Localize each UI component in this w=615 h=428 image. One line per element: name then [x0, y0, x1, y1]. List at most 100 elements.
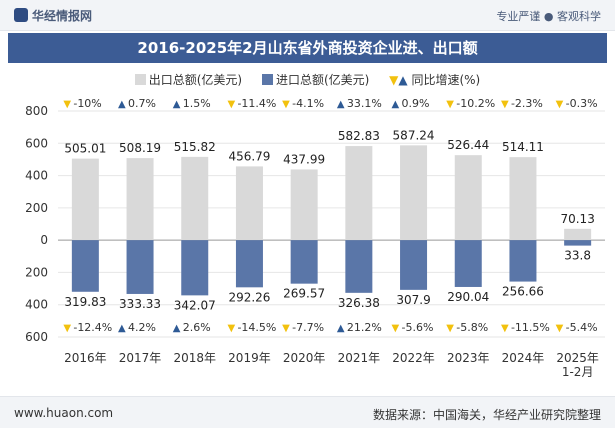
import-yoy-label: -11.5%	[511, 321, 550, 334]
import-value-label: 307.9	[396, 293, 430, 307]
yoy-down-icon: ▼	[282, 323, 290, 334]
yoy-up-icon: ▲	[337, 99, 345, 110]
import-value-label: 292.26	[228, 290, 270, 304]
import-yoy-label: 4.2%	[128, 321, 156, 334]
export-bar	[290, 169, 318, 241]
yoy-up-icon: ▲	[173, 99, 181, 110]
legend-label-export: 出口总额(亿美元)	[148, 73, 243, 87]
chart-legend: 出口总额(亿美元) 进口总额(亿美元) ▼▲ 同比增速(%)	[0, 71, 615, 88]
export-yoy-label: -0.3%	[566, 97, 598, 110]
x-tick-label: 2021年	[338, 351, 381, 365]
yoy-up-icon: ▲	[118, 323, 126, 334]
export-yoy-label: 1.5%	[183, 97, 211, 110]
legend-label-yoy: 同比增速(%)	[411, 73, 481, 87]
import-value-label: 342.07	[174, 298, 216, 312]
import-yoy-label: -5.8%	[456, 321, 488, 334]
export-value-label: 514.11	[502, 140, 544, 154]
export-bar	[126, 158, 154, 241]
import-value-label: 269.57	[283, 287, 325, 301]
import-value-label: 326.38	[338, 296, 380, 310]
import-yoy-label: -12.4%	[73, 321, 112, 334]
y-tick-label: 600	[25, 136, 48, 150]
yoy-down-icon: ▼	[392, 323, 400, 334]
y-tick-label: 200	[25, 265, 48, 279]
y-tick-label: 200	[25, 201, 48, 215]
import-value-label: 256.66	[502, 285, 544, 299]
import-yoy-label: 2.6%	[183, 321, 211, 334]
x-tick-label: 2017年	[119, 351, 162, 365]
import-bar	[181, 240, 209, 296]
import-yoy-label: -14.5%	[237, 321, 276, 334]
export-bar	[454, 155, 482, 241]
import-bar	[400, 240, 428, 290]
x-tick-label: 2019年	[228, 351, 271, 365]
import-yoy-label: -5.4%	[566, 321, 598, 334]
x-tick-label: 2025年	[556, 351, 599, 365]
export-bar	[345, 146, 373, 241]
import-value-label: 290.04	[447, 290, 489, 304]
import-bar	[126, 240, 154, 294]
export-yoy-label: 0.7%	[128, 97, 156, 110]
import-bar	[71, 240, 99, 292]
legend-label-import: 进口总额(亿美元)	[275, 73, 370, 87]
export-bar	[400, 145, 428, 241]
top-bar: 华经情报网 专业严谨 ● 客观科学	[0, 0, 615, 31]
export-value-label: 526.44	[447, 138, 489, 152]
chart-title: 2016-2025年2月山东省外商投资企业进、出口额	[137, 39, 478, 57]
yoy-down-icon: ▼	[556, 323, 564, 334]
title-bar: 2016-2025年2月山东省外商投资企业进、出口额	[8, 33, 607, 63]
export-yoy-label: -10.2%	[456, 97, 495, 110]
export-yoy-label: 0.9%	[402, 97, 430, 110]
export-bar	[235, 166, 263, 241]
brand[interactable]: 华经情报网	[14, 7, 92, 24]
yoy-down-icon: ▼	[556, 99, 564, 110]
export-value-label: 508.19	[119, 141, 161, 155]
yoy-up-icon: ▲	[173, 323, 181, 334]
export-bar	[509, 157, 537, 241]
yoy-down-icon: ▼	[63, 99, 71, 110]
yoy-up-icon: ▲	[118, 99, 126, 110]
export-value-label: 515.82	[174, 140, 216, 154]
yoy-up-icon: ▲	[337, 323, 345, 334]
import-bar	[564, 240, 592, 246]
footer-source: 数据来源：中国海关，华经产业研究院整理	[372, 408, 601, 422]
y-tick-label: 400	[25, 169, 48, 183]
export-yoy-label: -11.4%	[237, 97, 276, 110]
triangle-up-icon: ▲	[398, 73, 408, 87]
x-tick-label: 2020年	[283, 351, 326, 365]
import-yoy-label: -7.7%	[292, 321, 324, 334]
export-bar	[181, 156, 209, 241]
x-tick-label: 1-2月	[562, 365, 594, 379]
import-yoy-label: 21.2%	[347, 321, 382, 334]
import-yoy-label: -5.6%	[402, 321, 434, 334]
legend-swatch-import-icon	[261, 74, 273, 85]
yoy-down-icon: ▼	[501, 323, 509, 334]
yoy-down-icon: ▼	[63, 323, 71, 334]
legend-item-yoy[interactable]: ▼▲ 同比增速(%)	[389, 71, 480, 88]
footer-site-link[interactable]: www.huaon.com	[14, 406, 114, 420]
export-yoy-label: -4.1%	[292, 97, 324, 110]
export-bar	[564, 228, 592, 241]
legend-item-export[interactable]: 出口总额(亿美元)	[134, 71, 243, 88]
yoy-down-icon: ▼	[501, 99, 509, 110]
footer: www.huaon.com 数据来源：中国海关，华经产业研究院整理	[0, 396, 615, 428]
yoy-down-icon: ▼	[446, 99, 454, 110]
export-value-label: 587.24	[393, 128, 435, 142]
motto: 专业严谨 ● 客观科学	[496, 10, 601, 23]
export-yoy-label: 33.1%	[347, 97, 382, 110]
yoy-down-icon: ▼	[227, 323, 235, 334]
legend-item-import[interactable]: 进口总额(亿美元)	[261, 71, 370, 88]
y-tick-label: 800	[25, 104, 48, 118]
brand-name: 华经情报网	[32, 9, 93, 23]
export-bar	[71, 158, 99, 241]
export-value-label: 437.99	[283, 152, 325, 166]
export-value-label: 70.13	[560, 212, 594, 226]
import-value-label: 333.33	[119, 297, 161, 311]
export-yoy-label: -10%	[73, 97, 101, 110]
export-value-label: 505.01	[64, 142, 106, 156]
export-value-label: 582.83	[338, 129, 380, 143]
yoy-up-icon: ▲	[392, 99, 400, 110]
yoy-down-icon: ▼	[282, 99, 290, 110]
